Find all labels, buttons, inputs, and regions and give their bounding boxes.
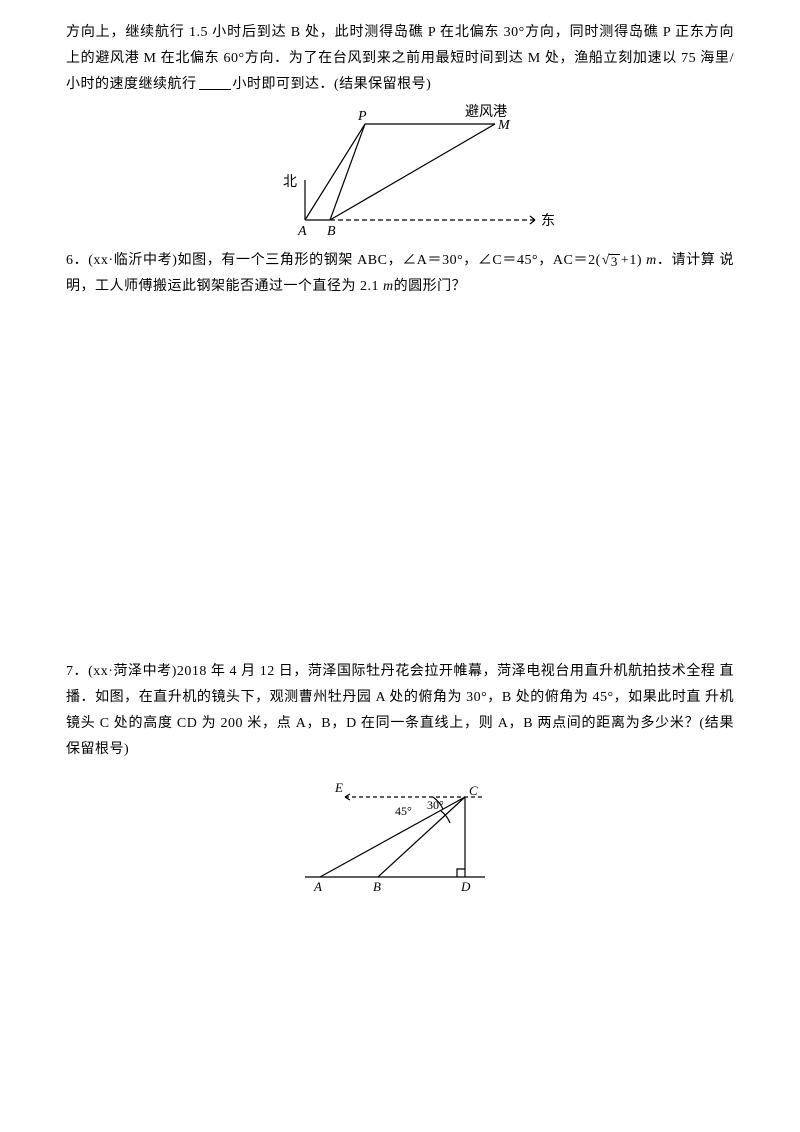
label-P: P: [357, 109, 367, 124]
label-M: M: [497, 118, 511, 133]
blank-space: [66, 299, 734, 659]
sqrt-arg: 3: [609, 254, 620, 268]
p1-line1: 方向上，继续航行 1.5 小时后到达 B 处，此时测得岛礁 P 在北偏东 30°…: [66, 25, 734, 40]
p1-line2a: 上的避风港 M 在北偏东 60°方向．为了在台风到来之前用最短时间到达 M 处，…: [66, 51, 734, 66]
label-east: 东: [541, 213, 555, 229]
problem5-continuation: 方向上，继续航行 1.5 小时后到达 B 处，此时测得岛礁 P 在北偏东 30°…: [66, 20, 734, 98]
q6-unit: m: [646, 253, 657, 268]
label-north: 北: [283, 174, 297, 190]
label-E: E: [334, 780, 343, 795]
label-ang30: 30°: [427, 798, 444, 812]
label-A: A: [297, 224, 307, 239]
label-B2: B: [373, 879, 381, 894]
problem6: 6．(xx·临沂中考)如图，有一个三角形的钢架 ABC，∠A＝30°，∠C＝45…: [66, 248, 734, 300]
figure-ship-harbor: P 避风港 M 北 东 A B: [66, 102, 734, 242]
sqrt-3: √3: [602, 254, 620, 268]
q7-line4: 保留根号): [66, 742, 129, 757]
fig2-svg: E C A B D 45° 30°: [285, 767, 515, 897]
q6-unit2: m: [383, 279, 394, 294]
problem7: 7．(xx·菏泽中考)2018 年 4 月 12 日，菏泽国际牡丹花会拉开帷幕，…: [66, 659, 734, 763]
figure-helicopter: E C A B D 45° 30°: [66, 767, 734, 897]
fig1-svg: P 避风港 M 北 东 A B: [235, 102, 565, 242]
q6-tail: 的圆形门？: [394, 279, 467, 294]
label-ang45: 45°: [395, 804, 412, 818]
p1-line2c: 小时即可到达．(结果保留根号): [233, 77, 432, 92]
q6-after-unit: ．请计算: [657, 253, 716, 268]
q6-prefix: 6．(xx·临沂中考)如图，有一个三角形的钢架 ABC，∠A＝30°，∠C＝45…: [66, 253, 601, 268]
q6-after-sqrt: +1): [621, 253, 646, 268]
blank-fill: [199, 75, 231, 90]
label-D: D: [460, 879, 471, 894]
p1-line2b: 小时的速度继续航行: [66, 77, 197, 92]
label-A2: A: [313, 879, 322, 894]
q7-line1: 7．(xx·菏泽中考)2018 年 4 月 12 日，菏泽国际牡丹花会拉开帷幕，…: [66, 664, 715, 679]
label-B: B: [327, 224, 336, 239]
label-C: C: [469, 783, 478, 798]
